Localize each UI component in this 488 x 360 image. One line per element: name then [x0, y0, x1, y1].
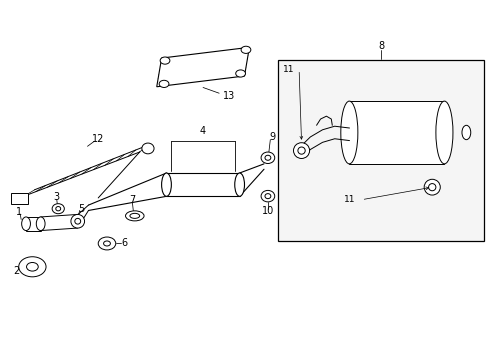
Text: 6: 6 [122, 238, 127, 248]
Polygon shape [11, 193, 27, 204]
Polygon shape [157, 47, 249, 87]
Circle shape [98, 237, 116, 250]
Text: 10: 10 [261, 206, 273, 216]
Circle shape [235, 70, 245, 77]
Ellipse shape [142, 143, 154, 154]
Text: 7: 7 [129, 195, 135, 205]
Ellipse shape [36, 217, 45, 230]
Text: 4: 4 [200, 126, 206, 135]
Text: 11: 11 [282, 65, 294, 74]
Ellipse shape [461, 125, 470, 140]
Ellipse shape [71, 215, 84, 228]
Ellipse shape [130, 213, 140, 219]
Circle shape [26, 262, 38, 271]
Circle shape [19, 257, 46, 277]
Text: 13: 13 [223, 91, 235, 101]
Bar [166, 173, 239, 196]
Text: 11: 11 [344, 195, 355, 204]
Text: 5: 5 [78, 204, 84, 214]
Bar [348, 101, 444, 164]
Ellipse shape [340, 101, 357, 164]
Ellipse shape [264, 194, 270, 199]
Ellipse shape [261, 152, 274, 163]
Ellipse shape [435, 101, 452, 164]
Ellipse shape [234, 173, 244, 196]
Circle shape [160, 57, 169, 64]
Ellipse shape [261, 190, 274, 202]
Text: 1: 1 [16, 207, 22, 217]
Circle shape [159, 80, 168, 87]
Ellipse shape [427, 184, 435, 191]
Text: 9: 9 [269, 132, 275, 142]
Circle shape [241, 46, 250, 53]
Ellipse shape [423, 179, 439, 195]
Text: 2: 2 [13, 266, 19, 276]
Ellipse shape [125, 211, 144, 221]
Circle shape [103, 241, 110, 246]
Ellipse shape [297, 147, 305, 154]
Ellipse shape [293, 143, 309, 158]
Ellipse shape [264, 155, 270, 160]
Ellipse shape [56, 207, 61, 211]
Ellipse shape [52, 204, 64, 214]
Text: 8: 8 [377, 41, 383, 50]
Text: 3: 3 [54, 192, 60, 202]
Ellipse shape [21, 217, 30, 230]
Ellipse shape [75, 219, 81, 224]
Ellipse shape [161, 173, 171, 196]
Text: 12: 12 [92, 134, 104, 144]
Bar [277, 60, 484, 241]
